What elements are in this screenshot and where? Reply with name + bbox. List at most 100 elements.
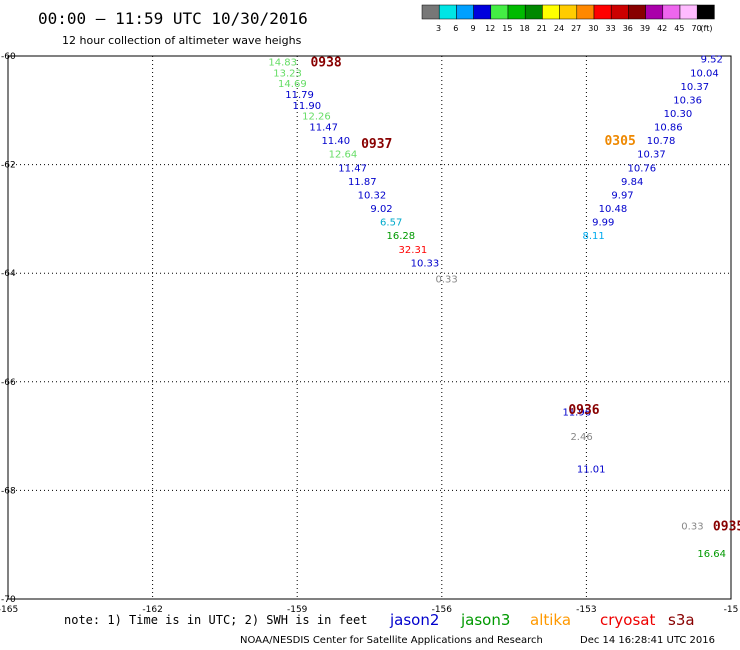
legend-swatch: [559, 4, 578, 20]
legend-swatch: [456, 4, 474, 20]
satellite-name: jason3: [460, 611, 510, 629]
wave-height-point: 11.90: [293, 101, 322, 112]
satellite-name: altika: [530, 611, 571, 629]
wave-height-point: 9.52: [701, 55, 723, 66]
legend-tick-label: 9: [470, 24, 475, 33]
wave-height-point: 14.83: [268, 57, 297, 68]
chart-subtitle: 12 hour collection of altimeter wave hei…: [62, 34, 302, 47]
wave-height-point: 12.26: [302, 112, 331, 123]
x-tick-label: -156: [432, 605, 453, 615]
wave-height-point: 11.96: [562, 408, 591, 419]
wave-height-point: 6.57: [380, 218, 402, 229]
pass-time-label: 0305: [604, 134, 635, 149]
pass-time-label: 0935: [713, 520, 740, 535]
legend-swatch: [645, 4, 664, 20]
wave-height-point: 11.01: [577, 465, 606, 476]
wave-height-point: 11.79: [285, 90, 314, 101]
wave-height-point: 10.36: [673, 95, 702, 106]
y-tick-label: -60: [1, 52, 16, 62]
satellite-name: s3a: [668, 611, 695, 629]
wave-height-point: 10.78: [647, 136, 676, 147]
legend-swatch: [490, 4, 509, 20]
wave-height-point: 10.86: [654, 123, 683, 134]
legend-tick-label: 45: [674, 24, 684, 33]
x-tick-label: -159: [287, 605, 308, 615]
satellite-name: jason2: [389, 611, 439, 629]
footer-credit: NOAA/NESDIS Center for Satellite Applica…: [240, 635, 543, 646]
y-tick-label: -64: [1, 269, 16, 279]
chart-title: 00:00 – 11:59 UTC 10/30/2016: [38, 9, 308, 28]
wave-height-point: 0.33: [435, 275, 457, 286]
legend-tick-label: 24: [554, 24, 564, 33]
wave-height-point: 10.04: [690, 68, 719, 79]
wave-height-point: 13.23: [273, 68, 302, 79]
legend-swatch: [507, 4, 526, 20]
legend-swatch: [473, 4, 492, 20]
wave-height-point: 12.64: [329, 150, 358, 161]
legend-swatch: [593, 4, 612, 20]
legend-tick-label: 21: [537, 24, 547, 33]
y-tick-label: -66: [1, 378, 16, 388]
legend-tick-label: 12: [485, 24, 495, 33]
legend-tick-label: 70: [692, 24, 702, 33]
pass-time-label: 0936: [568, 403, 599, 418]
legend-swatch: [576, 4, 595, 20]
legend-swatch: [696, 4, 715, 20]
x-axis-ticks: -165 -162 -159 -156 -153 -15: [0, 605, 738, 615]
pass-time-label: 0938: [310, 55, 341, 70]
wave-height-point: 10.48: [599, 204, 628, 215]
y-tick-label: -68: [1, 486, 16, 496]
wave-height-point: 10.32: [358, 190, 387, 201]
wave-height-point: 0.33: [681, 522, 703, 533]
legend-tick-label: 18: [520, 24, 530, 33]
pass-time-label: 0937: [361, 137, 392, 152]
x-tick-label: -15: [724, 605, 739, 615]
legend-tick-label: 3: [436, 24, 441, 33]
wave-height-point: 14.69: [278, 79, 307, 90]
wave-height-point: 11.87: [348, 177, 377, 188]
x-tick-label: -153: [576, 605, 596, 615]
legend-tick-label: 36: [623, 24, 633, 33]
legend-tick-label: 42: [657, 24, 667, 33]
y-axis-ticks: -60 -62 -64 -66 -68 -70: [1, 52, 16, 605]
wave-height-point: 9.97: [611, 190, 633, 201]
plot-frame: [7, 55, 732, 600]
x-tick-label: -165: [0, 605, 18, 615]
legend-tick-label: 6: [453, 24, 458, 33]
legend-tick-label: 15: [502, 24, 512, 33]
wave-height-point: 2.46: [570, 432, 592, 443]
wave-height-point: 11.47: [309, 123, 338, 134]
footer-timestamp: Dec 14 16:28:41 UTC 2016: [580, 635, 715, 646]
wave-height-point: 9.02: [370, 204, 392, 215]
plot-area: -60-62-64-66-68-70 -165-162-159-156-153-…: [0, 52, 740, 615]
gridlines: [8, 56, 731, 599]
wave-height-point: 10.33: [411, 258, 440, 269]
wave-height-point: 16.64: [697, 549, 726, 560]
legend-swatch: [438, 4, 457, 20]
legend-swatch: [421, 4, 440, 20]
x-tick-label: -162: [142, 605, 162, 615]
wave-height-point: 10.37: [637, 150, 666, 161]
legend-unit: (ft): [700, 24, 712, 33]
wave-height-point: 9.99: [592, 218, 614, 229]
wave-height-point: 16.28: [387, 231, 416, 242]
wave-height-point: 10.37: [681, 82, 710, 93]
y-tick-label: -62: [1, 161, 16, 171]
note-text: note: 1) Time is in UTC; 2) SWH is in fe…: [64, 613, 367, 627]
legend-swatch: [524, 4, 543, 20]
y-tick-label: -70: [1, 595, 16, 605]
wave-height-point: 9.84: [621, 177, 643, 188]
legend-swatch: [542, 4, 560, 20]
wave-height-point: 10.76: [628, 163, 657, 174]
wave-height-point: 32.31: [399, 245, 428, 256]
wave-height-point: 10.30: [664, 109, 693, 120]
legend-swatch: [610, 4, 629, 20]
color-scale-legend: 3 6 9 12 15 18 21 24 27 30 33 36 39 42 45 70(ft): [421, 4, 715, 33]
legend-swatch: [662, 4, 681, 20]
legend-tick-label: 33: [606, 24, 616, 33]
legend-tick-label: 30: [588, 24, 598, 33]
wave-height-point: 11.40: [321, 136, 350, 147]
legend-swatch: [679, 4, 698, 20]
